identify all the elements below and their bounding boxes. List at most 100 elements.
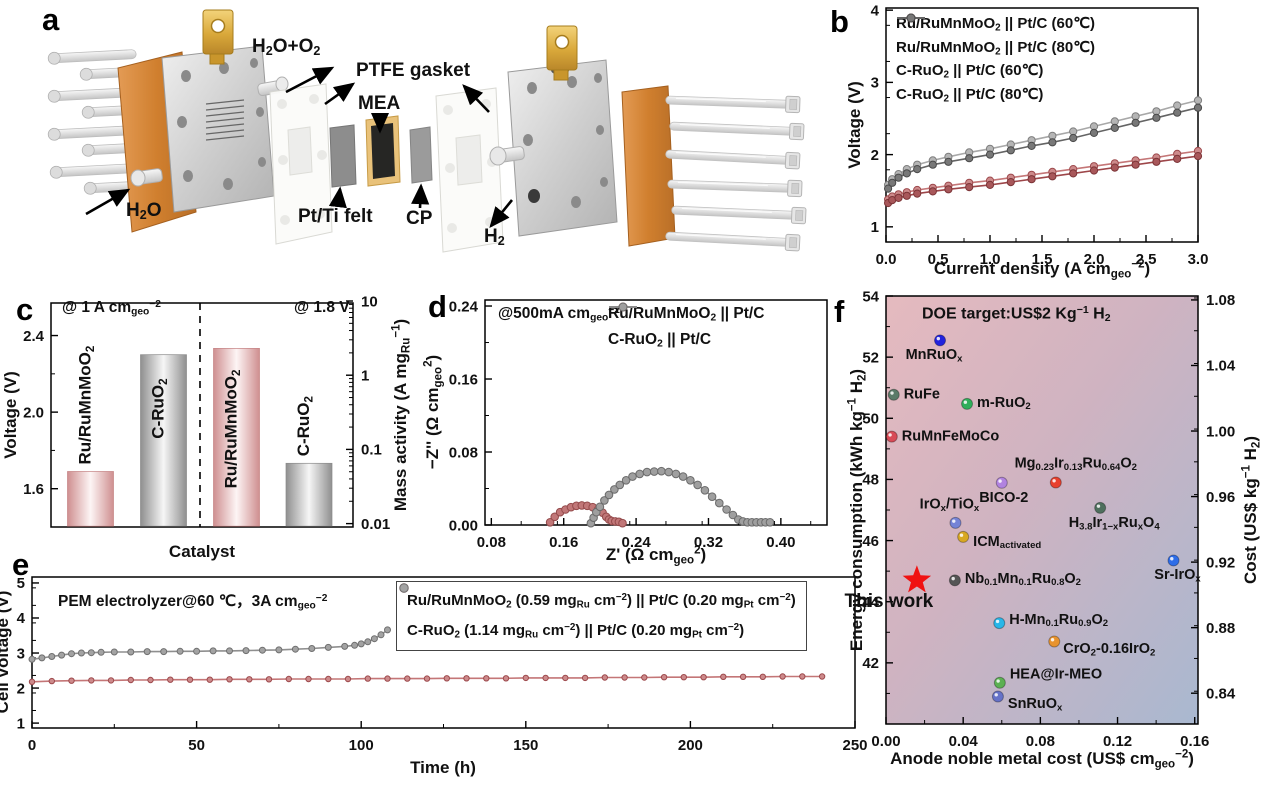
y-tick-label: 0.16 [449,371,478,388]
hydrogen-outlet-fitting [489,146,525,166]
label-ptti-felt: Pt/Ti felt [298,206,373,227]
data-point [1193,103,1203,112]
data-point [948,574,961,587]
point-label: m-RuO2 [977,394,1031,413]
data-point [720,673,727,681]
data-point [944,185,953,194]
point-highlight [890,391,894,395]
panel-letter-a: a [42,2,60,37]
data-point [226,647,233,655]
data-point [610,485,619,494]
y-axis-title: Voltage (V) [845,81,864,169]
point-label: ICMactivated [973,533,1042,552]
y-tick-label: 2 [871,147,879,164]
data-point [423,675,431,682]
data-point [615,480,625,490]
series-1 [586,466,775,528]
y-axis-title: Voltage (V) [1,371,20,459]
data-point [28,655,36,663]
label-h2: H2 [484,226,505,249]
data-point [779,673,786,680]
series-0 [545,501,627,528]
flow-field-block-anode [130,45,289,213]
x-tick-label: 50 [188,737,205,754]
data-point [176,647,184,655]
bar-label: Ru/RuMnMoO2 [222,370,244,489]
x-tick-label: 0.24 [621,534,651,551]
data-point [143,648,151,656]
panel-d-nyquist-chart: 0.08 0.16 0.24 0.32 0.40 0.00 0.08 0.16 0.24 Z' (… [420,285,880,585]
point-highlight [994,693,998,697]
chart-c: 1.6 2.0 2.4 0.01 0.1 1 10 Ru/RuMnMoO2 C-RuO2 Ru/R… [1,293,413,561]
data-point [686,476,695,485]
series-2 [884,96,1203,189]
annotation: @500mA cmgeo−2 [498,305,620,324]
data-point [961,397,974,410]
series-3 [884,103,1203,193]
data-point [965,154,974,163]
x-tick-label: 0.04 [949,733,979,750]
data-point [642,467,652,477]
point-label: H3.8Ir1−xRuxO4 [1068,514,1160,533]
right-tick-label: 0.84 [1206,685,1236,702]
right-tick-label: 0.92 [1206,554,1235,571]
data-point [28,678,36,686]
data-point [894,193,903,202]
x-tick-label: 200 [678,737,703,754]
y-tick-label: 3 [17,645,25,662]
right-tick-label: 0.01 [361,516,390,533]
data-point [58,651,66,659]
right-tick-label: 1 [361,367,369,384]
bar [213,348,260,527]
legend-item: C-RuO2 || Pt/C (80℃) [896,13,1095,107]
x-axis-title: Time (h) [410,758,476,777]
panel-a-electrolyzer-diagram: H2O+O2 PTFE gasket MEA H2O Pt/Ti felt CP… [0,0,880,290]
data-point [621,674,628,681]
x-tick-label: 0.32 [694,534,723,551]
data-point [1048,172,1057,181]
data-point [894,173,903,182]
data-point [562,674,569,682]
legend-item: C-RuO2 (1.14 mgRu cm−2) || Pt/C (0.20 mg… [399,583,796,646]
point-label: RuFe [903,386,940,403]
data-point [1152,157,1161,166]
legend: Ru/RuMnMoO2 || Pt/C (60℃) Ru/RuMnMoO2 || … [896,12,1095,106]
y-tick-label: 1 [871,219,879,236]
data-point [186,676,194,683]
point-highlight [1052,479,1056,483]
label-ptfe-gasket: PTFE gasket [356,60,471,81]
point-highlight [1050,638,1055,642]
x-tick-label: 1.5 [1032,251,1053,268]
data-point [1173,108,1182,117]
data-point [1069,133,1078,143]
panel-letter-e: e [12,547,30,582]
data-point [818,673,826,680]
data-point [991,690,1004,703]
label-mea: MEA [358,93,401,114]
data-point [1167,554,1180,567]
data-point [657,466,666,476]
legend-item: C-RuO2 || Pt/C (60℃) [896,13,1095,83]
y-tick-label: 3 [871,75,879,92]
water-inlet-fitting [130,168,163,187]
data-point [285,675,292,683]
data-point [351,641,359,649]
data-point [1193,152,1203,161]
point-label: This work [844,591,934,613]
data-point [700,674,707,681]
y-tick-label: 2.4 [23,328,45,345]
data-point [957,530,970,543]
data-point [799,673,806,680]
y-tick-label: 4 [17,610,26,627]
legend-marker [399,583,409,593]
data-point [463,675,470,682]
point-highlight [888,433,892,437]
point-label: Mg0.23Ir0.13Ru0.64O2 [1014,456,1137,474]
data-point [671,469,681,479]
y-tick-label: 46 [862,533,879,550]
point-highlight [952,519,956,523]
x-tick-label: 0.00 [871,733,900,750]
x-tick-label: 0.16 [549,534,578,551]
data-point [1049,476,1062,489]
y-tick-label: 4 [871,2,880,19]
